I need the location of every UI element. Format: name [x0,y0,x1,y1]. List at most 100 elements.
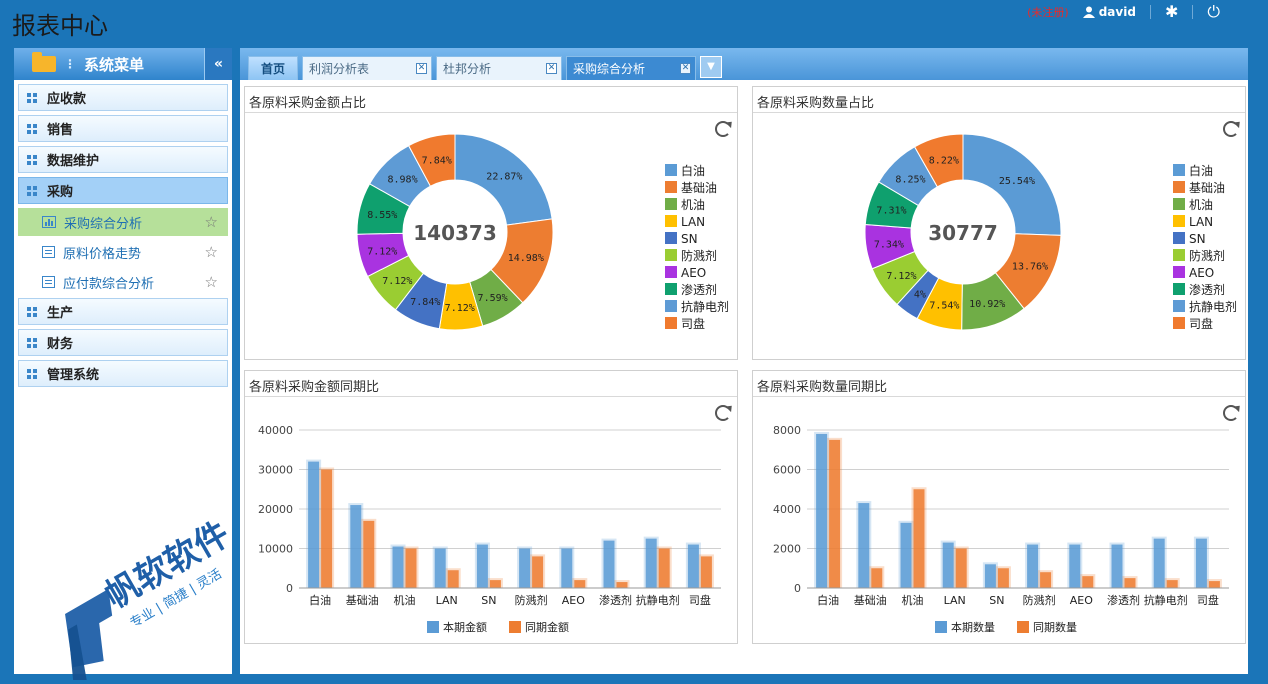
bar[interactable] [1208,581,1220,588]
tab-label: 杜邦分析 [443,62,492,76]
sidebar-item-label: 采购 [47,185,74,200]
legend-label: 抗静电剂 [681,299,729,314]
close-icon[interactable]: ✕ [416,63,427,74]
grid-icon [27,154,37,165]
slice-label: 8.55% [367,210,397,221]
bar[interactable] [1124,578,1136,588]
bar[interactable] [350,505,362,588]
sidebar-item-purchasing[interactable]: 采购 [18,177,228,204]
legend-swatch [665,215,677,227]
submenu-item-payables-analysis[interactable]: 应付款综合分析 ☆ [18,268,228,296]
refresh-icon[interactable] [715,405,731,421]
center-total-label: 30777 [928,221,998,245]
slice-label: 25.54% [999,176,1035,187]
x-tick-label: 司盘 [1197,593,1219,607]
quantity-share-pie-chart: 25.54% 13.76% 10.92% 7.54%4% 7.12% 7.34% 7.31%… [864,133,1237,331]
bar[interactable] [858,503,870,588]
x-tick-label: AEO [1070,594,1093,607]
legend-label: 司盘 [681,316,705,331]
star-icon[interactable]: ☆ [204,273,218,291]
bar[interactable] [405,548,417,589]
bar[interactable] [574,580,586,588]
bar[interactable] [1195,538,1207,588]
pie-slice[interactable] [962,133,1062,236]
bar[interactable] [942,542,954,588]
sidebar-item-receivables[interactable]: 应收款 [18,84,228,111]
legend-swatch [665,317,677,329]
bar[interactable] [913,489,925,588]
pie-slice[interactable] [913,133,964,188]
bar[interactable] [1069,544,1081,588]
tab-dupont-analysis[interactable]: 杜邦分析 ✕ [436,56,562,80]
bar[interactable] [363,520,375,588]
pie-slice[interactable] [407,133,456,187]
bar[interactable] [1027,544,1039,588]
gear-icon[interactable]: ✱ [1164,2,1179,21]
pie-slice[interactable] [454,133,553,226]
bar[interactable] [603,540,615,588]
bar[interactable] [871,568,883,588]
star-icon[interactable]: ☆ [204,213,218,231]
bar[interactable] [997,568,1009,588]
bar[interactable] [1153,538,1165,588]
bar[interactable] [1166,580,1178,588]
bar[interactable] [984,564,996,588]
refresh-icon[interactable] [1223,121,1239,137]
star-icon[interactable]: ☆ [204,243,218,261]
bar[interactable] [308,461,320,588]
bar[interactable] [532,556,544,588]
username-label: david [1098,5,1136,19]
x-tick-label: 基础油 [346,593,379,607]
unregistered-link[interactable]: (未注册) [1027,6,1069,19]
refresh-icon[interactable] [1223,405,1239,421]
tab-home[interactable]: 首页 [248,56,298,80]
bar[interactable] [816,433,828,588]
bar[interactable] [687,544,699,588]
center-total-label: 140373 [413,221,497,245]
bar[interactable] [447,570,459,588]
card-title: 各原料采购金额同期比 [245,371,737,397]
legend-label: 渗透剂 [1189,282,1225,297]
bar[interactable] [489,580,501,588]
sidebar-item-finance[interactable]: 财务 [18,329,228,356]
slice-label: 14.98% [508,253,544,264]
grid-icon [27,123,37,134]
sidebar-item-production[interactable]: 生产 [18,298,228,325]
tab-profit-analysis[interactable]: 利润分析表 ✕ [302,56,432,80]
submenu-item-purchase-analysis[interactable]: 采购综合分析 ☆ [18,208,228,236]
bar[interactable] [955,548,967,589]
bar[interactable] [700,556,712,588]
sidebar-item-label: 销售 [47,123,74,138]
bar[interactable] [900,522,912,588]
sidebar-item-sales[interactable]: 销售 [18,115,228,142]
power-icon[interactable]: ⏻ [1207,2,1220,21]
grid-icon [27,368,37,379]
user-menu[interactable]: david [1082,5,1136,19]
bar[interactable] [616,582,628,588]
bar[interactable] [434,548,446,589]
bar[interactable] [519,548,531,589]
tab-purchase-analysis[interactable]: 采购综合分析 ✕ [566,56,696,80]
bar[interactable] [1082,576,1094,588]
legend-swatch [1173,266,1185,278]
bar[interactable] [476,544,488,588]
bar[interactable] [658,548,670,589]
bar[interactable] [561,548,573,589]
bar[interactable] [1111,544,1123,588]
refresh-icon[interactable] [715,121,731,137]
sidebar-item-data-maintenance[interactable]: 数据维护 [18,146,228,173]
bar[interactable] [1040,572,1052,588]
legend-label: 机油 [681,198,705,212]
close-icon[interactable]: ✕ [680,63,691,74]
tab-dropdown-button[interactable]: ▼ [700,56,722,78]
bar[interactable] [392,546,404,588]
collapse-sidebar-button[interactable]: « [204,48,232,80]
bar[interactable] [829,439,841,588]
bar[interactable] [321,469,333,589]
legend-swatch [665,283,677,295]
sidebar-item-admin[interactable]: 管理系统 [18,360,228,387]
legend-swatch [1173,215,1185,227]
submenu-item-price-trend[interactable]: 原料价格走势 ☆ [18,238,228,266]
bar[interactable] [645,538,657,588]
close-icon[interactable]: ✕ [546,63,557,74]
